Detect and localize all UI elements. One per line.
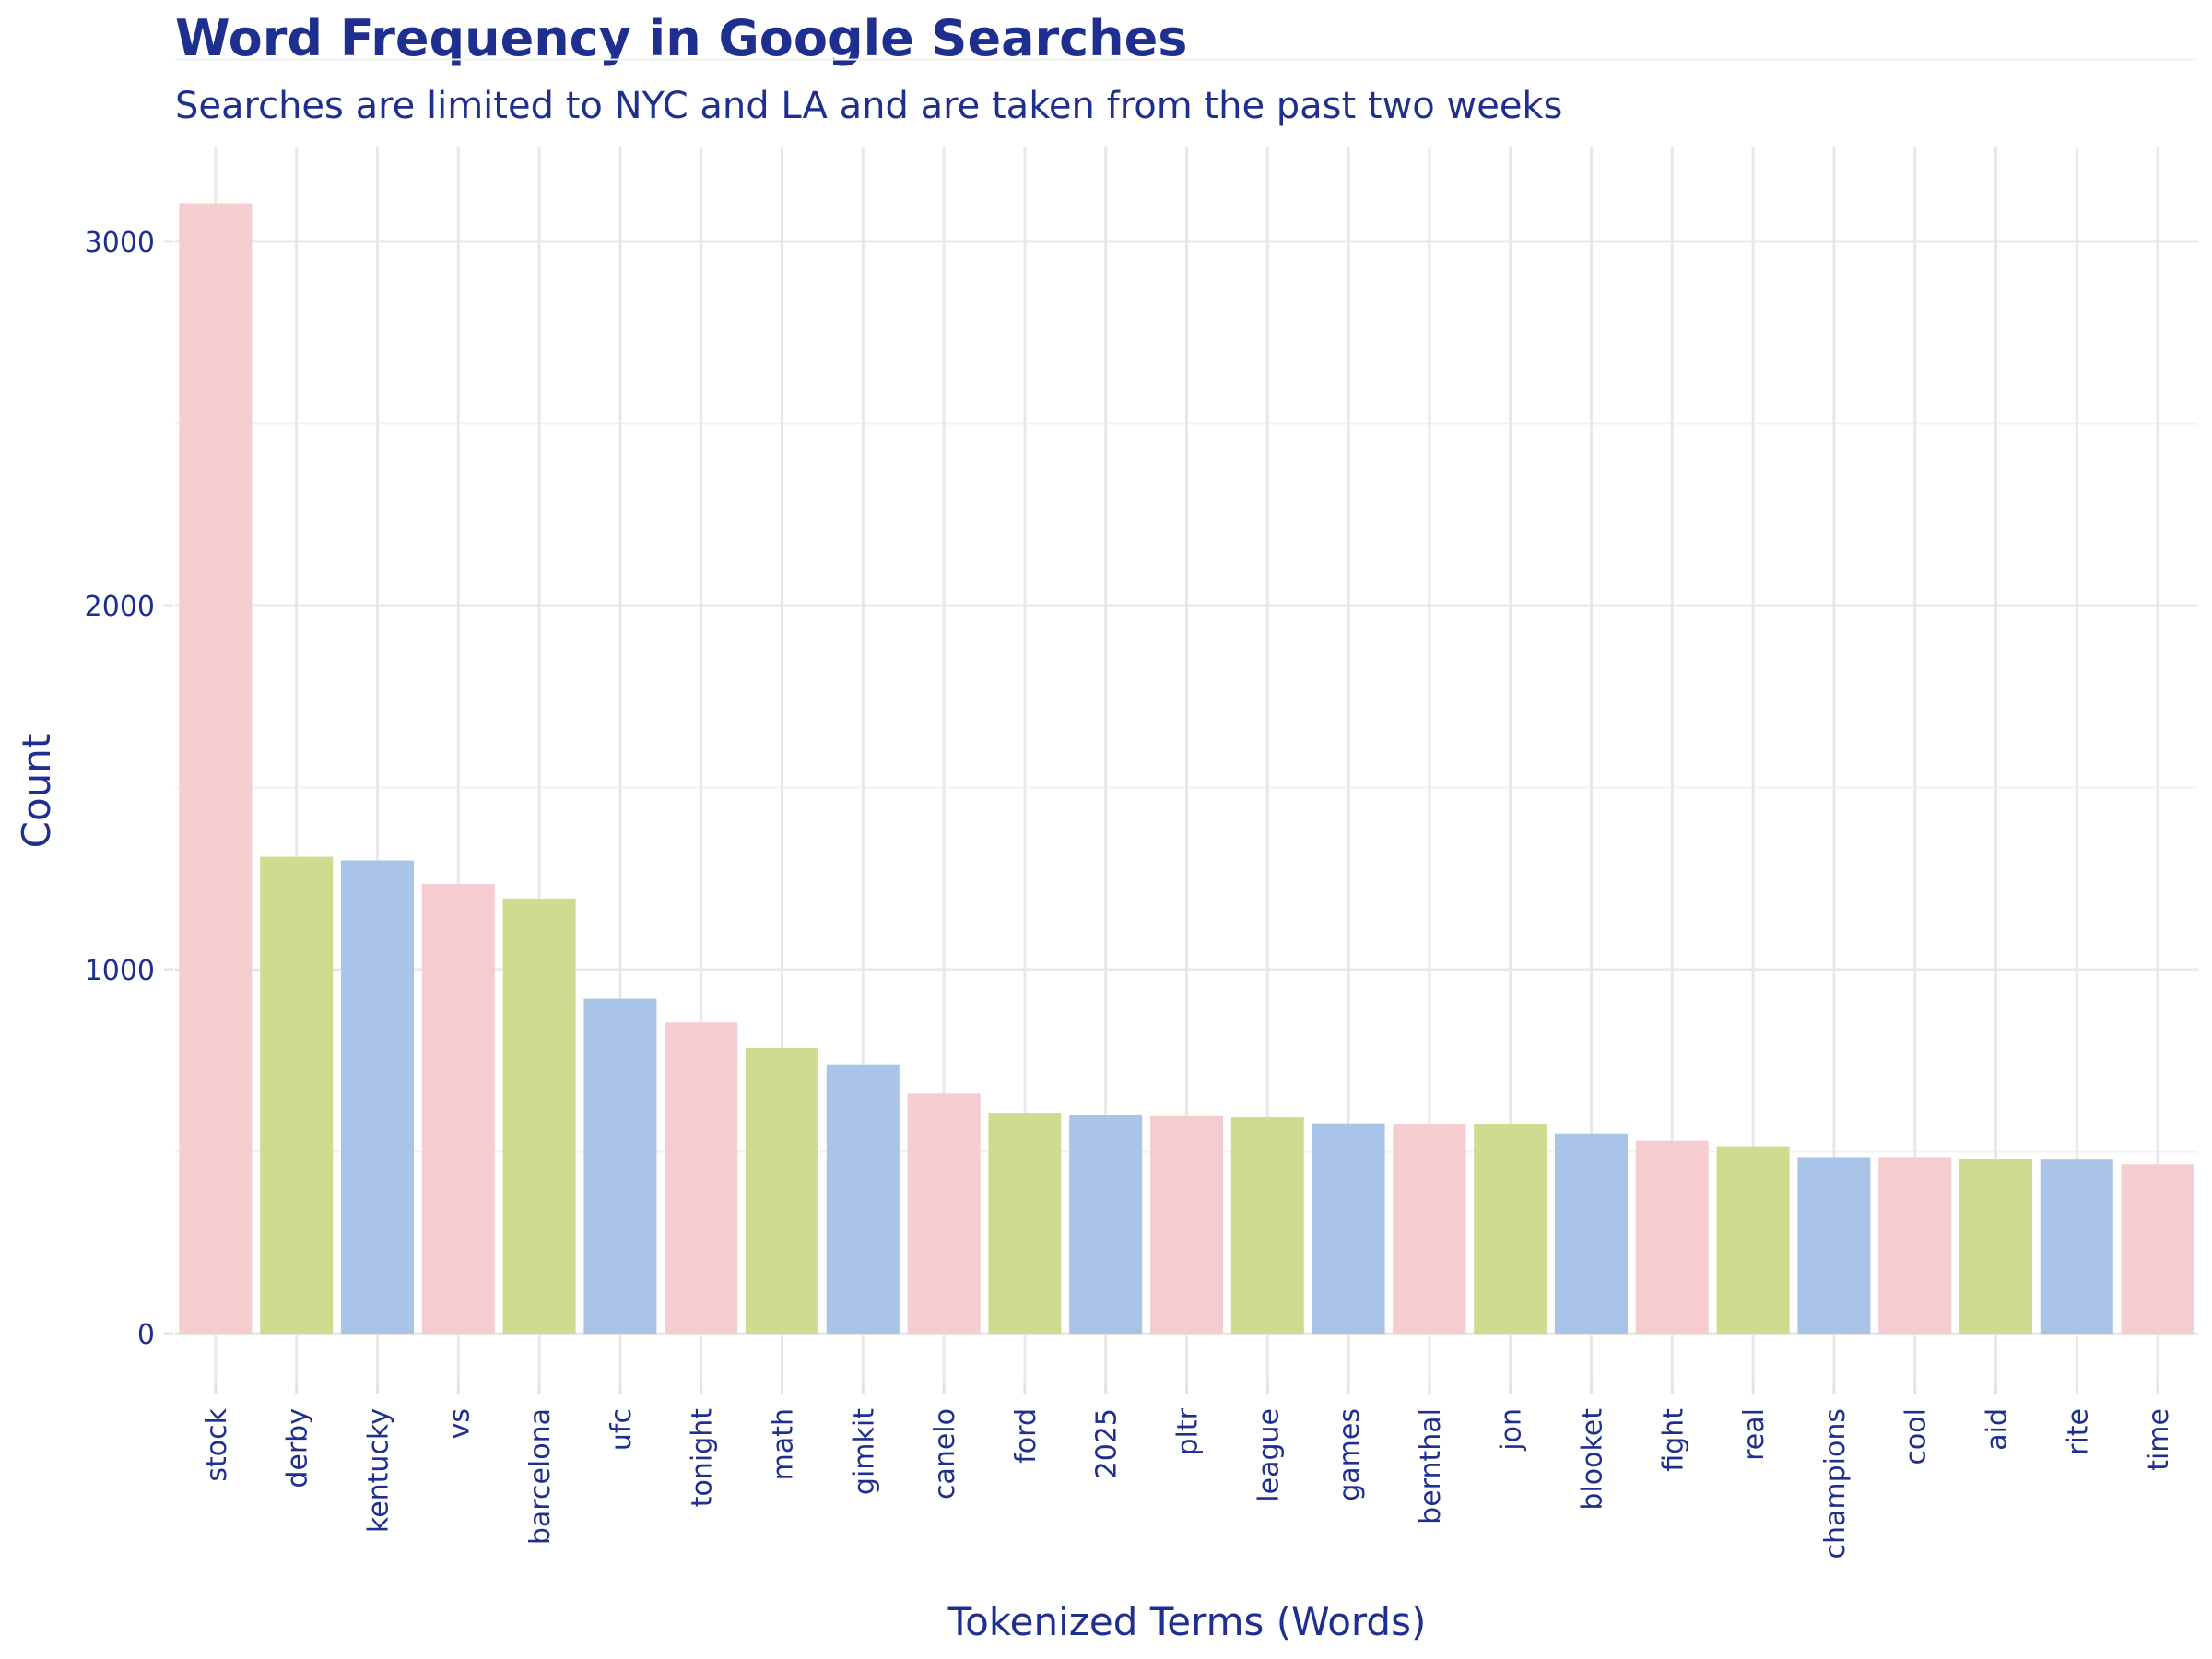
x-tick-label-kentucky: kentucky [363,1408,395,1533]
bars [179,203,2194,1334]
x-axis-title: Tokenized Terms (Words) [947,1599,1427,1644]
x-tick-label-games: games [1334,1408,1366,1501]
y-tick-label: 0 [137,1319,155,1351]
chart-subtitle: Searches are limited to NYC and LA and a… [175,85,1562,127]
bar-league [1230,1116,1304,1334]
x-tick-label-canelo: canelo [929,1408,961,1500]
bar-games [1312,1123,1385,1334]
y-tick-label: 3000 [85,227,155,259]
x-tick-label-bernthal: bernthal [1415,1408,1447,1524]
bar-fight [1635,1140,1709,1334]
x-tick-label-jon: jon [1496,1408,1528,1452]
bar-cool [1878,1157,1952,1334]
x-tick-label-barcelona: barcelona [524,1408,557,1545]
bar-ford [988,1113,1062,1334]
y-tick-label: 1000 [85,955,155,987]
bar-champions [1797,1157,1871,1334]
x-tick-label-pltr: pltr [1172,1407,1205,1455]
bar-real [1716,1146,1790,1334]
x-tick-label-champions: champions [1819,1408,1852,1559]
x-tick-label-tonight: tonight [687,1408,719,1508]
bar-vs [421,884,495,1334]
bar-blooket [1554,1133,1629,1334]
x-tick-label-aid: aid [1982,1408,2014,1451]
y-tick-label: 2000 [85,591,155,623]
bar-canelo [907,1093,981,1334]
bar-math [745,1047,819,1334]
bar-tonight [665,1022,738,1334]
y-axis-title: Count [14,734,59,849]
x-tick-label-league: league [1253,1408,1285,1502]
y-axis-ticks: 0 1000 2000 3000 [85,227,173,1351]
x-tick-label-vs: vs [443,1408,476,1439]
x-tick-label-stock: stock [201,1407,233,1481]
x-tick-label-2025: 2025 [1091,1408,1124,1478]
bar-2025 [1069,1115,1143,1334]
bar-bernthal [1393,1124,1466,1334]
bar-rite [2040,1159,2113,1334]
bar-barcelona [502,898,576,1334]
x-tick-label-derby: derby [282,1408,314,1488]
bar-gimkit [826,1064,900,1334]
x-tick-label-blooket: blooket [1577,1408,1609,1511]
x-tick-label-fight: fight [1657,1408,1689,1472]
x-tick-label-cool: cool [1900,1408,1933,1465]
chart-title: Word Frequency in Google Searches [175,9,1187,67]
bar-ufc [583,998,657,1334]
bar-stock [179,203,253,1334]
bar-pltr [1149,1115,1224,1334]
bar-kentucky [340,860,415,1334]
bar-time [2121,1164,2194,1334]
x-tick-label-real: real [1738,1408,1771,1461]
x-tick-label-gimkit: gimkit [848,1408,880,1495]
bar-derby [260,856,334,1334]
x-axis-ticks: stock derby kentucky vs barcelona ufc tonight m… [201,1382,2175,1559]
x-tick-label-time: time [2143,1408,2175,1471]
x-tick-label-ford: ford [1010,1408,1042,1464]
x-tick-label-math: math [768,1408,800,1480]
bar-aid [1959,1159,2033,1334]
x-tick-label-ufc: ufc [606,1408,638,1451]
bar-jon [1474,1124,1547,1334]
x-tick-label-rite: rite [2062,1408,2094,1455]
